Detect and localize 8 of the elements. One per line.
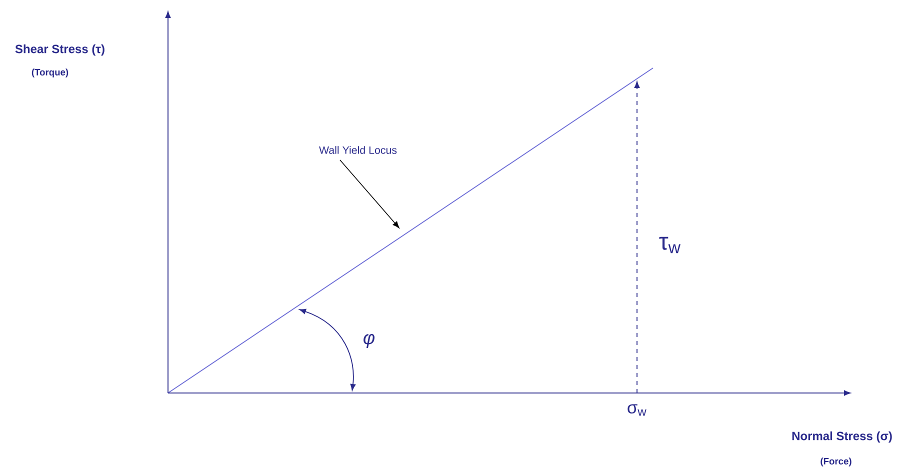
text: σ$_{w}$ xyxy=(628,404,646,416)
annotation: τ$_{w}$ xyxy=(659,236,681,254)
text: Shear Stress (τ) xyxy=(15,44,104,56)
text: (Torque) xyxy=(32,68,68,78)
text: (Force) xyxy=(820,458,852,466)
annotation: φ xyxy=(364,334,374,348)
annotation: Wall Yield Locus xyxy=(319,146,397,154)
x-axis-title: Normal Stress (σ) xyxy=(792,431,892,443)
